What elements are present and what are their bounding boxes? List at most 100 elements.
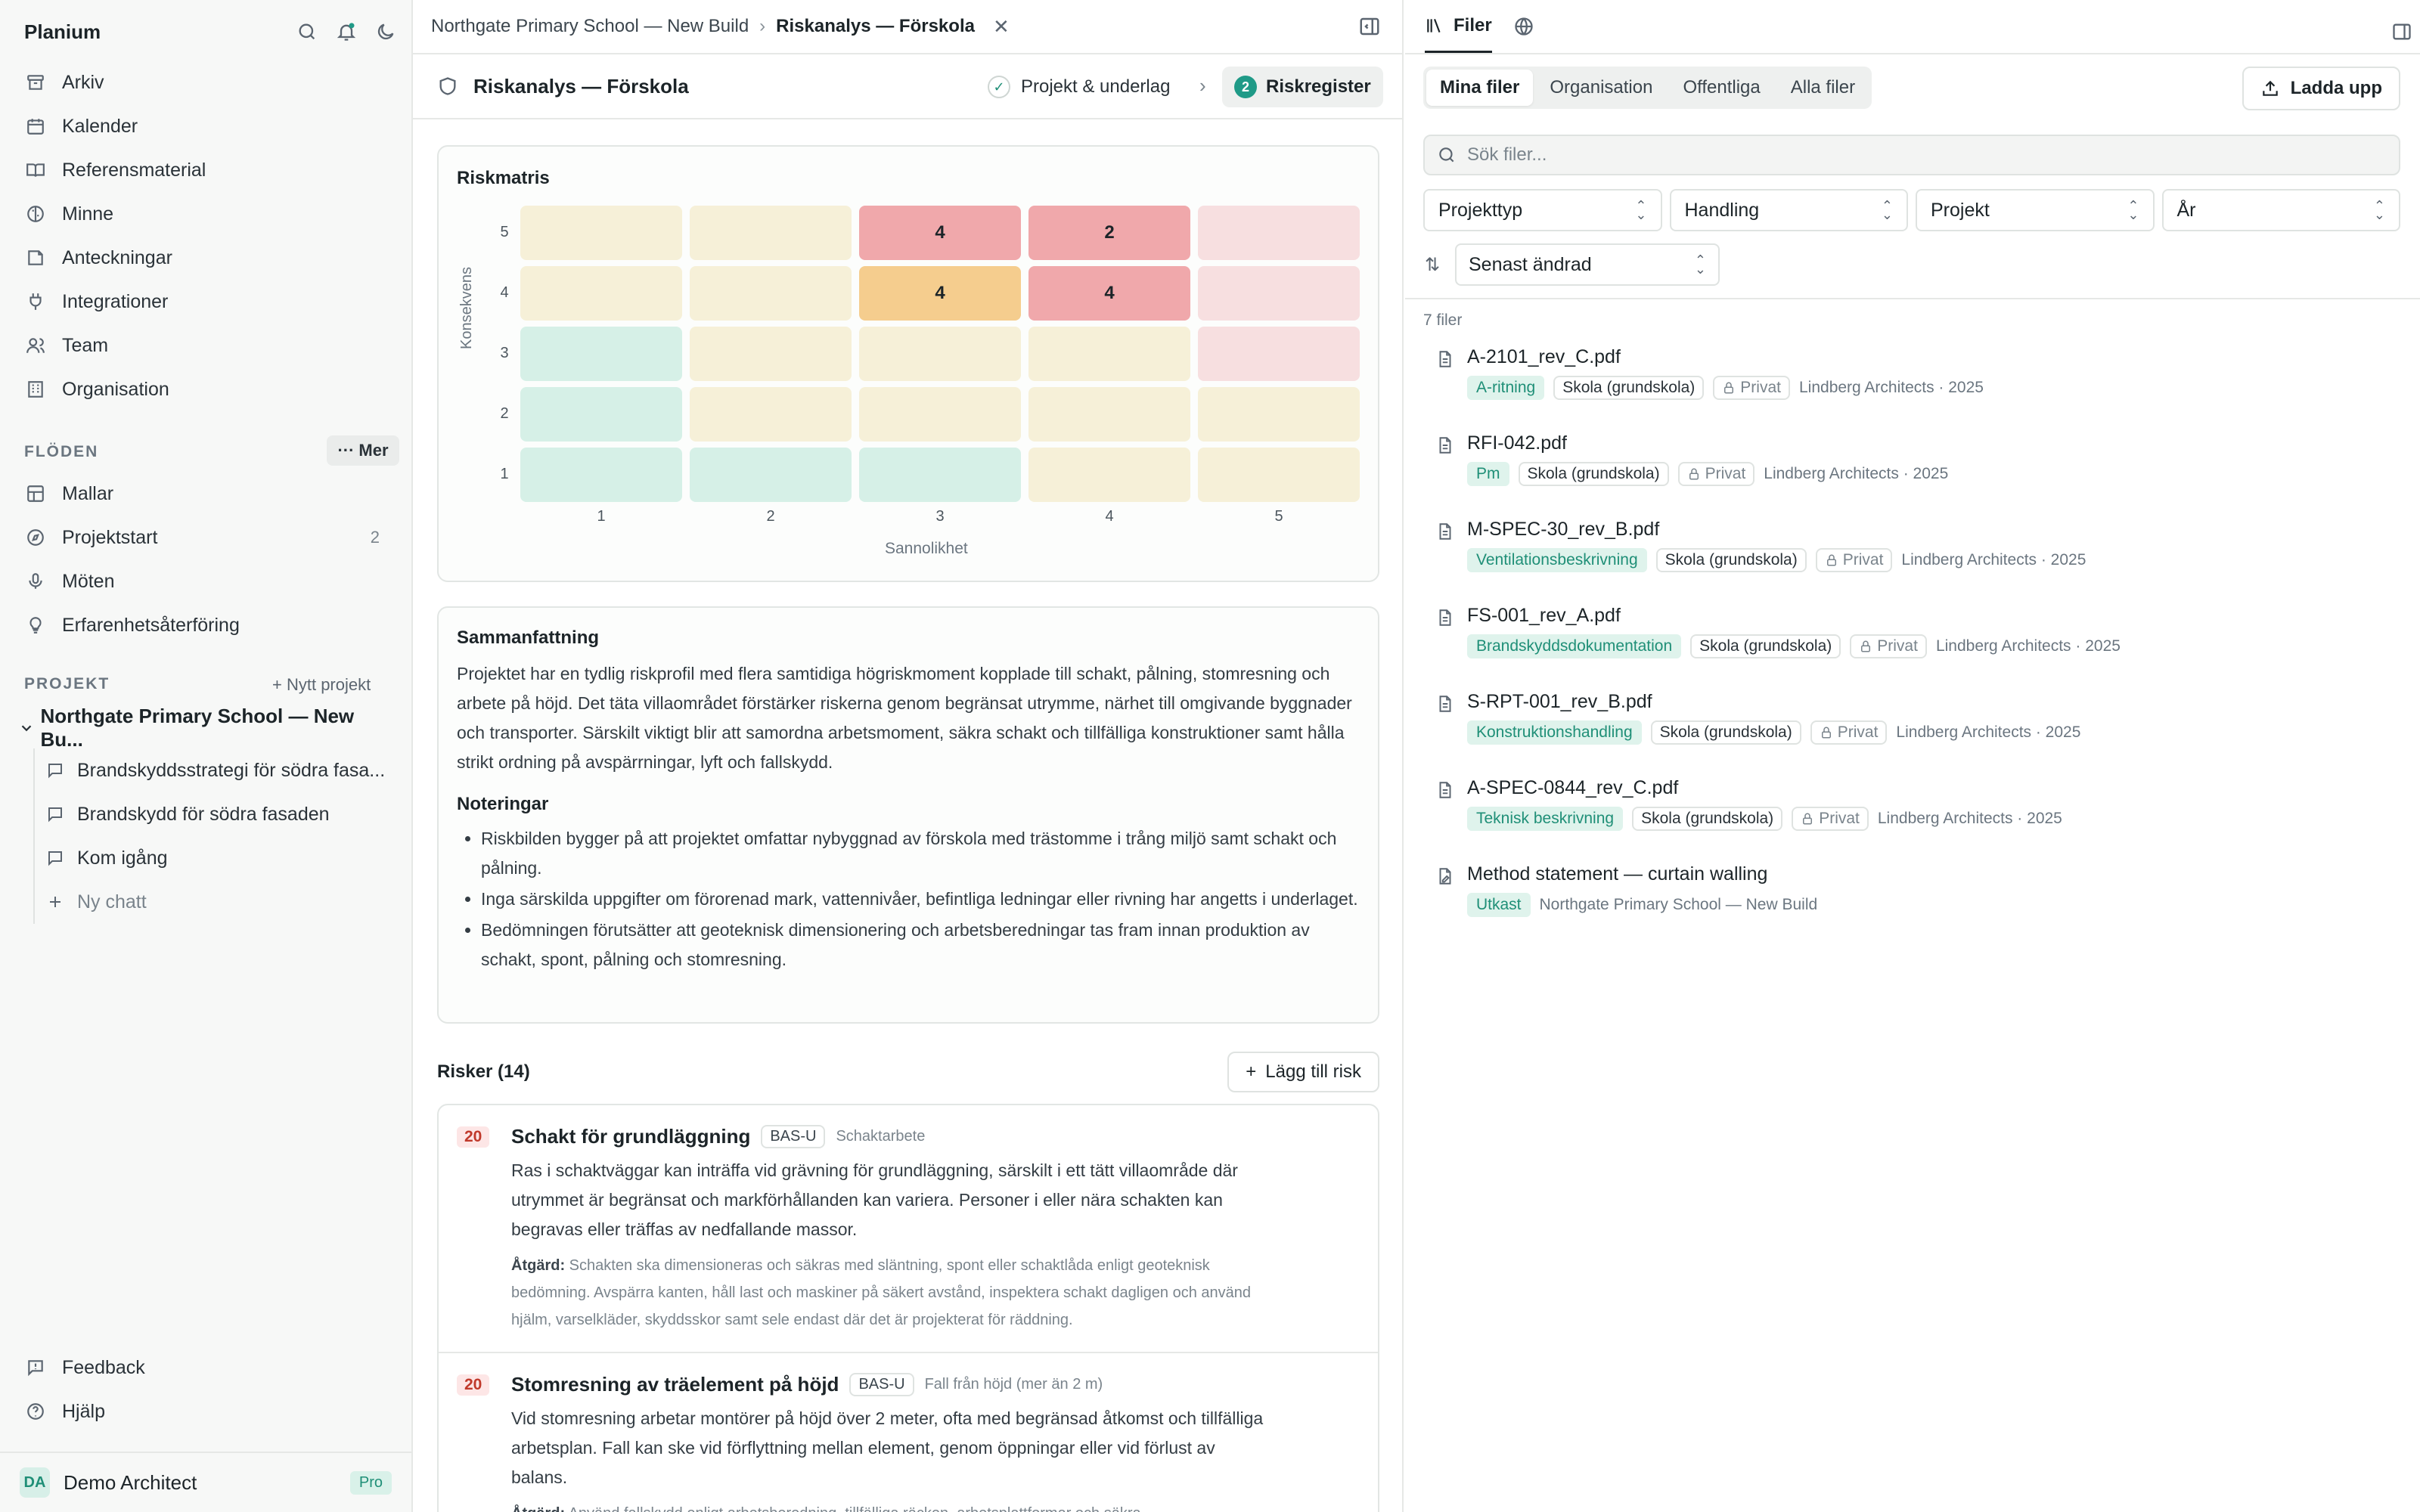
matrix-cell[interactable] (1028, 387, 1190, 442)
select-projekttyp[interactable]: Projekttyp ⌃ ⌄ (1423, 189, 1662, 231)
chevron-right-icon: › (759, 16, 766, 36)
matrix-cell[interactable] (1198, 387, 1360, 442)
nav-item-team[interactable]: Team (15, 324, 398, 367)
filter-mina-filer[interactable]: Mina filer (1426, 70, 1534, 106)
matrix-cell[interactable] (690, 448, 852, 502)
select-projekt[interactable]: Projekt ⌃ ⌄ (1916, 189, 2155, 231)
nav-item-moten[interactable]: Möten (15, 559, 398, 603)
step-riskregister[interactable]: 2 Riskregister (1222, 67, 1383, 107)
privacy-chip: Privat (1850, 634, 1927, 658)
close-icon[interactable]: ✕ (992, 14, 1010, 38)
sort-icon[interactable]: ⇅ (1425, 255, 1441, 275)
nav-item-referensmaterial[interactable]: Referensmaterial (15, 148, 398, 192)
panel-toggle-icon[interactable] (1358, 15, 1382, 39)
select-label: År (2176, 199, 2196, 221)
new-project-button[interactable]: + Nytt projekt (272, 675, 371, 695)
nav-item-organisation[interactable]: Organisation (15, 367, 398, 411)
add-risk-button[interactable]: + Lägg till risk (1227, 1052, 1379, 1092)
matrix-cell[interactable] (859, 448, 1021, 502)
search-input[interactable] (1467, 144, 2375, 166)
project-item[interactable]: Northgate Primary School — New Bu... (18, 705, 396, 751)
matrix-cell[interactable] (690, 266, 852, 321)
flows-section-label: FLÖDEN (24, 443, 99, 460)
file-item[interactable]: A-SPEC-0844_rev_C.pdf Teknisk beskrivning… (1439, 777, 2405, 831)
file-item[interactable]: FS-001_rev_A.pdf Brandskyddsdokumentation… (1439, 605, 2405, 658)
new-chat-button[interactable]: Ny chatt (35, 880, 396, 924)
file-category-chip: Skola (grundskola) (1518, 462, 1669, 486)
sort-select[interactable]: Senast ändrad ⌃ ⌄ (1455, 243, 1720, 286)
lock-icon (1803, 813, 1813, 825)
matrix-cell[interactable] (859, 387, 1021, 442)
risk-action: Åtgärd: Använd fallskydd enligt arbetsbe… (511, 1500, 1275, 1512)
search-icon[interactable] (295, 20, 319, 44)
matrix-cell[interactable] (690, 387, 852, 442)
search-icon (1437, 145, 1457, 165)
more-button[interactable]: ··· Mer (327, 435, 399, 466)
moon-icon[interactable] (374, 20, 398, 44)
filter-alla-filer[interactable]: Alla filer (1790, 77, 1856, 98)
globe-icon[interactable] (1513, 16, 1534, 37)
plug-icon (24, 290, 47, 314)
nav-item-minne[interactable]: Minne (15, 192, 398, 236)
projects-section-label: PROJEKT (24, 675, 110, 692)
matrix-cell[interactable] (520, 266, 682, 321)
matrix-cell[interactable] (1198, 266, 1360, 321)
chevron-down-icon[interactable] (18, 720, 41, 736)
matrix-cell[interactable] (1028, 327, 1190, 381)
panel-toggle-icon[interactable] (2391, 21, 2412, 42)
matrix-cell[interactable] (520, 387, 682, 442)
calendar-icon (24, 114, 47, 138)
matrix-cell[interactable] (520, 206, 682, 260)
risk-item[interactable]: 20 Schakt för grundläggning BAS-U Schakt… (439, 1105, 1378, 1353)
nav-item-erfarenhet[interactable]: Erfarenhetsåterföring (15, 603, 398, 647)
nav-item-mallar[interactable]: Mallar (15, 472, 398, 516)
matrix-cell[interactable] (1198, 206, 1360, 260)
risk-item[interactable]: 20 Stomresning av träelement på höjd BAS… (439, 1353, 1378, 1512)
chat-item[interactable]: Brandskyddsstrategi för södra fasa... (35, 748, 396, 792)
upload-button[interactable]: Ladda upp (2242, 67, 2400, 110)
nav-item-hjalp[interactable]: Hjälp (15, 1390, 398, 1433)
lock-icon (1689, 468, 1699, 480)
check-icon: ✓ (988, 76, 1010, 98)
matrix-cell[interactable] (859, 327, 1021, 381)
filter-organisation[interactable]: Organisation (1550, 77, 1653, 98)
chat-item[interactable]: Brandskydd för södra fasaden (35, 792, 396, 836)
matrix-cell[interactable] (1198, 448, 1360, 502)
matrix-cell[interactable] (1028, 448, 1190, 502)
file-item[interactable]: Method statement — curtain walling Utkast… (1439, 863, 2405, 917)
notification-bell-icon[interactable] (334, 20, 358, 44)
nav-item-integrationer[interactable]: Integrationer (15, 280, 398, 324)
matrix-cell[interactable]: 4 (1028, 266, 1190, 321)
nav-item-anteckningar[interactable]: Anteckningar (15, 236, 398, 280)
file-item[interactable]: A-2101_rev_C.pdf A-ritning Skola (grundsko… (1439, 346, 2405, 400)
chat-item[interactable]: Kom igång (35, 836, 396, 880)
select-handling[interactable]: Handling ⌃ ⌄ (1669, 189, 1908, 231)
file-item[interactable]: M-SPEC-30_rev_B.pdf Ventilationsbeskrivni… (1439, 519, 2405, 572)
matrix-cell[interactable] (690, 327, 852, 381)
user-menu[interactable]: DA Demo Architect Pro (0, 1452, 411, 1512)
avatar: DA (20, 1467, 50, 1498)
step-projekt-underlag[interactable]: ✓ Projekt & underlag (988, 68, 1170, 106)
note-item: Bedömningen förutsätter att geoteknisk d… (481, 916, 1360, 974)
file-source: Lindberg Architects · 2025 (1798, 379, 1984, 396)
matrix-cell[interactable] (520, 448, 682, 502)
file-item[interactable]: S-RPT-001_rev_B.pdf Konstruktionshandling… (1439, 691, 2405, 745)
matrix-cell[interactable]: 4 (859, 266, 1021, 321)
breadcrumb-parent[interactable]: Northgate Primary School — New Build (431, 16, 749, 36)
risks-header: Risker (14) + Lägg till risk (437, 1051, 1379, 1093)
filter-offentliga[interactable]: Offentliga (1683, 77, 1761, 98)
nav-item-feedback[interactable]: Feedback (15, 1346, 398, 1390)
lightbulb-icon (24, 613, 47, 637)
nav-item-projektstart[interactable]: Projektstart 2 (15, 516, 398, 559)
matrix-cell[interactable] (1198, 327, 1360, 381)
file-item[interactable]: RFI-042.pdf Pm Skola (grundskola) Privat Lin… (1439, 432, 2405, 486)
matrix-cell[interactable] (690, 206, 852, 260)
tab-files[interactable]: Filer (1425, 0, 1492, 53)
privacy-chip: Privat (1792, 807, 1869, 831)
matrix-cell[interactable]: 2 (1028, 206, 1190, 260)
matrix-cell[interactable] (520, 327, 682, 381)
select-ar[interactable]: År ⌃ ⌄ (2161, 189, 2400, 231)
nav-item-arkiv[interactable]: Arkiv (15, 60, 398, 104)
matrix-cell[interactable]: 4 (859, 206, 1021, 260)
nav-item-kalender[interactable]: Kalender (15, 104, 398, 148)
